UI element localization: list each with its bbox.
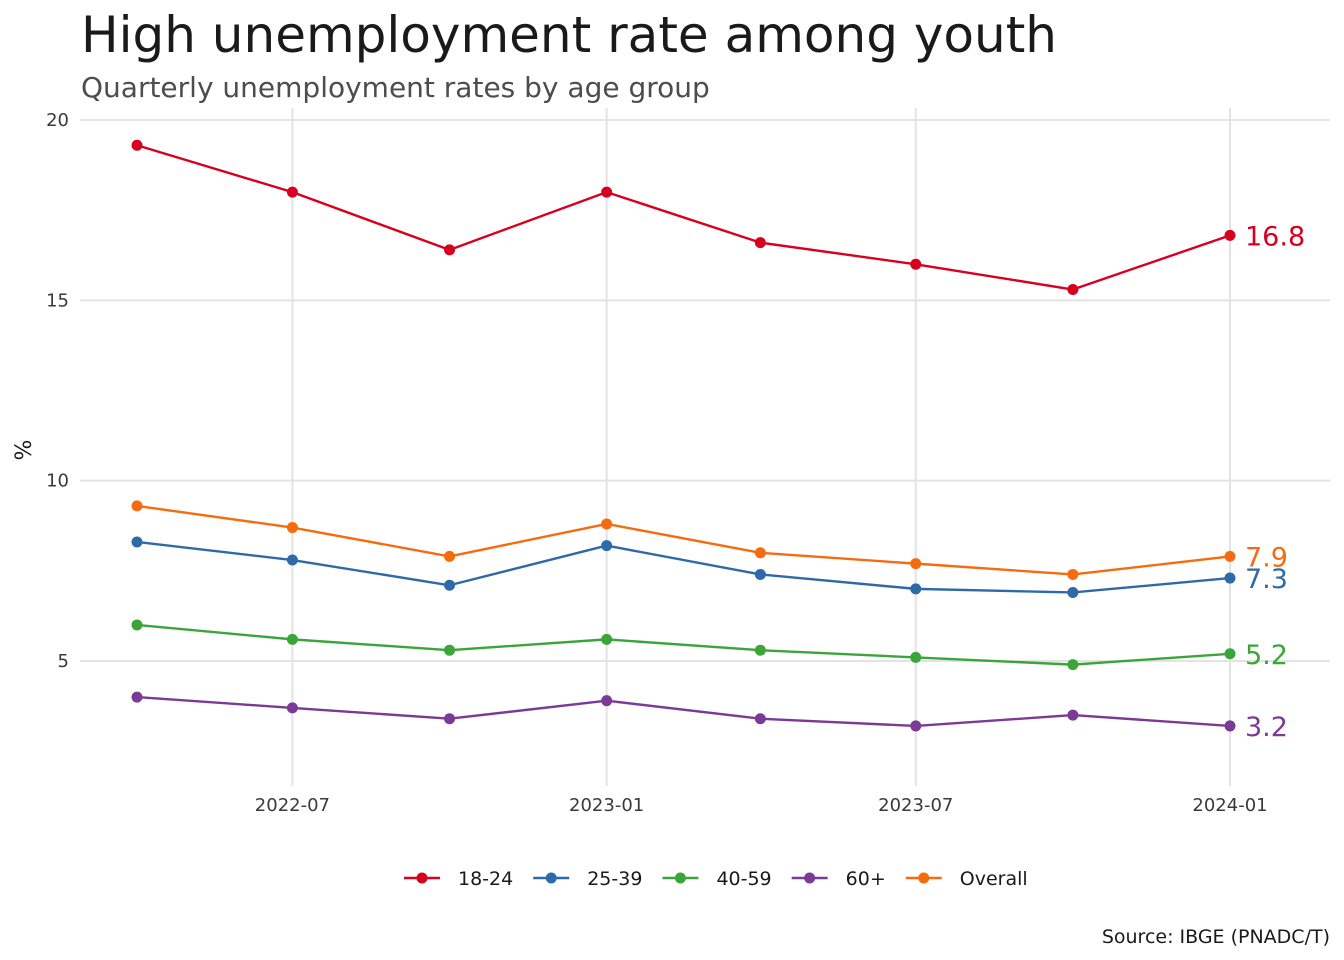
- legend-label: 18-24: [458, 868, 513, 890]
- end-label: 3.2: [1245, 712, 1288, 743]
- legend-marker: [416, 872, 428, 884]
- series-line: [136, 623, 1231, 666]
- legend: 18-24 25-39 40-59 60+ Overall: [404, 868, 1028, 890]
- legend-item-18-24: 18-24: [404, 868, 513, 890]
- data-point: [754, 568, 766, 580]
- data-point: [444, 244, 456, 256]
- data-point: [601, 695, 613, 707]
- data-point: [754, 713, 766, 725]
- chart-subtitle: Quarterly unemployment rates by age grou…: [81, 71, 710, 104]
- end-label: 16.8: [1245, 221, 1305, 252]
- series-60+: [131, 691, 1236, 732]
- data-point: [1224, 720, 1236, 732]
- y-tick-label: 5: [58, 651, 69, 672]
- series-line: [136, 540, 1231, 594]
- y-axis-label: %: [12, 440, 37, 461]
- data-point: [286, 702, 298, 714]
- data-point: [286, 186, 298, 198]
- end-label: 5.2: [1245, 640, 1288, 671]
- series-Overall: [131, 500, 1236, 580]
- data-point: [444, 644, 456, 656]
- series-18-24: [131, 139, 1236, 296]
- data-point: [910, 651, 922, 663]
- legend-label: 40-59: [716, 868, 771, 890]
- legend-label: 25-39: [587, 868, 642, 890]
- x-tick-label: 2023-01: [569, 795, 644, 816]
- series-40-59: [131, 619, 1236, 671]
- data-point: [910, 258, 922, 270]
- series-line: [136, 504, 1231, 576]
- data-point: [131, 500, 143, 512]
- legend-marker: [918, 872, 930, 884]
- data-point: [1224, 648, 1236, 660]
- data-point: [131, 619, 143, 631]
- series-25-39: [131, 536, 1236, 598]
- source-caption: Source: IBGE (PNADC/T): [1102, 926, 1330, 948]
- data-point: [131, 536, 143, 548]
- data-point: [1224, 550, 1236, 562]
- data-point: [286, 633, 298, 645]
- chart-title: High unemployment rate among youth: [81, 6, 1057, 64]
- legend-item-25-39: 25-39: [533, 868, 642, 890]
- data-point: [601, 633, 613, 645]
- data-point: [601, 540, 613, 552]
- data-point: [1067, 284, 1079, 296]
- data-point: [1224, 229, 1236, 241]
- data-point: [1067, 568, 1079, 580]
- legend-label: 60+: [846, 868, 886, 890]
- data-point: [444, 550, 456, 562]
- data-point: [910, 720, 922, 732]
- data-point: [754, 644, 766, 656]
- end-label: 7.9: [1245, 542, 1288, 573]
- axes: 5 10 15 20 2022-07 2023-01 2023-07 2024-01: [46, 110, 1268, 816]
- legend-item-Overall: Overall: [905, 868, 1028, 890]
- end-label: 7.3: [1245, 564, 1288, 595]
- data-point: [754, 237, 766, 249]
- y-tick-label: 15: [46, 290, 69, 311]
- data-point: [1224, 572, 1236, 584]
- series-line: [136, 144, 1231, 291]
- legend-marker: [674, 872, 686, 884]
- legend-item-60+: 60+: [791, 868, 886, 890]
- data-point: [444, 579, 456, 591]
- x-tick-label: 2024-01: [1192, 795, 1267, 816]
- data-point: [754, 547, 766, 559]
- legend-marker: [804, 872, 816, 884]
- data-point: [286, 554, 298, 566]
- end-labels: 16.8 7.3 5.2 3.2 7.9: [1245, 221, 1305, 743]
- x-tick-label: 2022-07: [255, 795, 330, 816]
- data-point: [1067, 586, 1079, 598]
- y-tick-label: 10: [46, 471, 69, 492]
- data-point: [131, 691, 143, 703]
- data-point: [131, 139, 143, 151]
- data-point: [444, 713, 456, 725]
- x-tick-label: 2023-07: [878, 795, 953, 816]
- series-line: [136, 695, 1231, 728]
- data-point: [601, 186, 613, 198]
- data-point: [910, 558, 922, 570]
- series: [131, 139, 1236, 732]
- data-point: [1067, 659, 1079, 671]
- data-point: [910, 583, 922, 595]
- legend-label: Overall: [960, 868, 1028, 890]
- legend-item-40-59: 40-59: [662, 868, 772, 890]
- grid: [80, 108, 1330, 786]
- data-point: [286, 522, 298, 534]
- data-point: [601, 518, 613, 530]
- data-point: [1067, 709, 1079, 721]
- y-tick-label: 20: [46, 110, 69, 131]
- legend-marker: [545, 872, 557, 884]
